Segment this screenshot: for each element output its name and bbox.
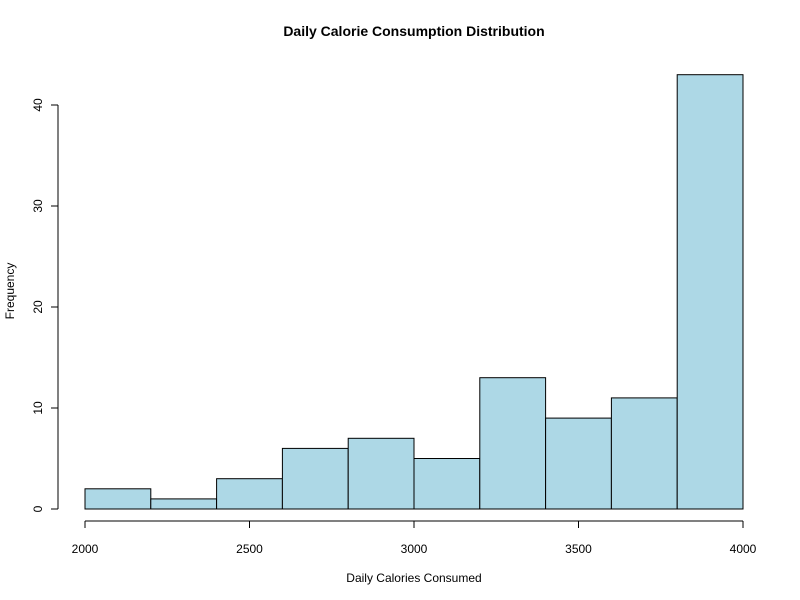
chart-title: Daily Calorie Consumption Distribution bbox=[283, 23, 544, 39]
y-tick-label: 20 bbox=[31, 300, 45, 314]
x-tick-label: 4000 bbox=[730, 542, 757, 556]
histogram-bar-3 bbox=[216, 478, 283, 510]
y-tick-label: 0 bbox=[31, 505, 45, 512]
y-tick-label: 10 bbox=[31, 401, 45, 415]
y-tick-label: 40 bbox=[31, 98, 45, 112]
x-tick-label: 2500 bbox=[236, 542, 263, 556]
histogram-bar-4 bbox=[281, 447, 349, 510]
x-axis-label: Daily Calories Consumed bbox=[346, 571, 481, 585]
bars-group bbox=[84, 74, 744, 510]
x-tick-label: 2000 bbox=[72, 542, 99, 556]
histogram-bar-10 bbox=[676, 74, 744, 510]
y-axis: 0 10 20 30 40 bbox=[31, 98, 59, 512]
x-tick-label: 3500 bbox=[565, 542, 592, 556]
histogram-bar-9 bbox=[610, 397, 678, 510]
histogram-bar-2 bbox=[150, 498, 218, 510]
histogram-bar-6 bbox=[413, 458, 481, 510]
x-axis: 2000 2500 3000 3500 4000 bbox=[72, 520, 757, 556]
histogram-bar-8 bbox=[545, 417, 612, 510]
y-tick-label: 30 bbox=[31, 199, 45, 213]
y-axis-label: Frequency bbox=[3, 263, 17, 320]
histogram-bar-5 bbox=[347, 437, 415, 510]
histogram-bar-1 bbox=[84, 488, 152, 510]
x-tick-label: 3000 bbox=[401, 542, 428, 556]
histogram-bar-7 bbox=[479, 377, 547, 510]
